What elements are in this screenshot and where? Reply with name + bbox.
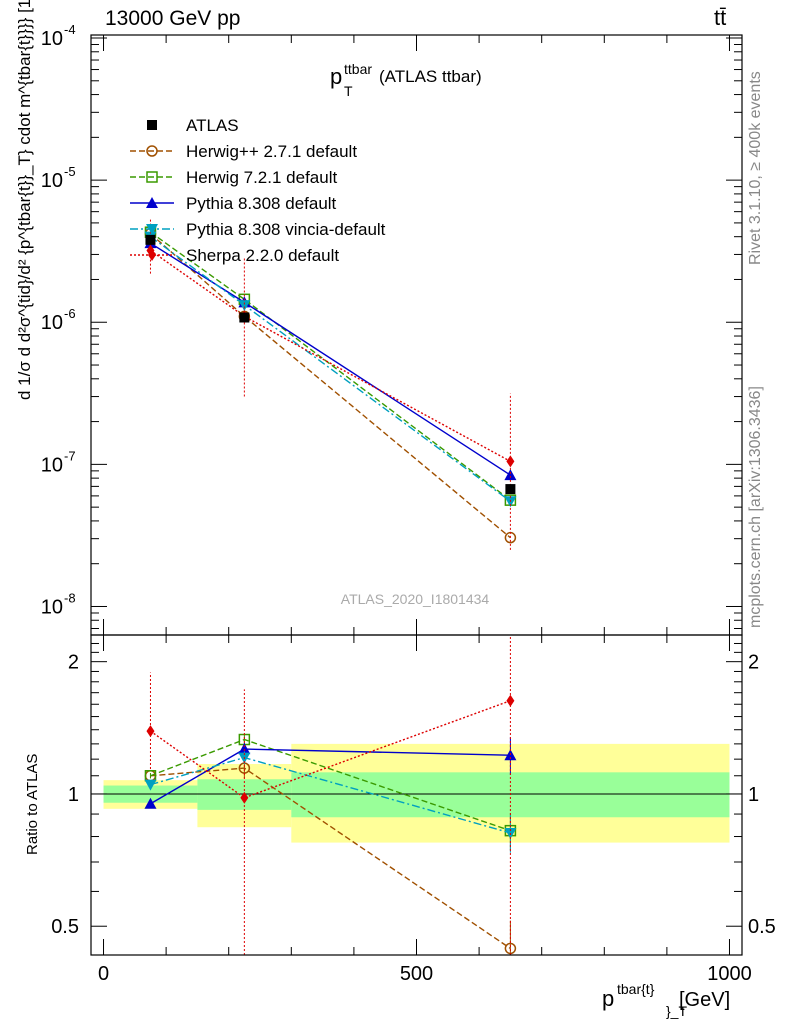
series-layer bbox=[144, 218, 517, 955]
x-axis-label-base: p bbox=[602, 986, 614, 1011]
series-line-main-2 bbox=[150, 231, 511, 501]
y-axis-label-ratio: Ratio to ATLAS bbox=[24, 754, 41, 855]
series-line-main-3 bbox=[150, 242, 511, 476]
point-ratio-5-2 bbox=[506, 694, 515, 707]
legend-marker-3 bbox=[146, 197, 158, 208]
yratio-tick-label-r-1: 1 bbox=[748, 784, 759, 806]
legend-label-1: Herwig++ 2.7.1 default bbox=[186, 142, 357, 161]
legend-marker-5 bbox=[148, 249, 156, 261]
legend-entry-1: Herwig++ 2.7.1 default bbox=[130, 142, 357, 161]
mcplots-label: mcplots.cern.ch [arXiv:1306.3436] bbox=[747, 386, 764, 628]
ymain-tick-exp-4: -4 bbox=[64, 22, 76, 37]
legend-entry-2: Herwig 7.2.1 default bbox=[130, 168, 337, 187]
process-label: tt̄ bbox=[714, 5, 726, 30]
legend-label-4: Pythia 8.308 vincia-default bbox=[186, 220, 386, 239]
legend-marker-2 bbox=[146, 171, 158, 183]
ymain-tick-label-0: 10 bbox=[41, 596, 63, 618]
data-uncertainty-bands bbox=[91, 743, 742, 843]
x-tick-label-2: 1000 bbox=[707, 963, 752, 985]
analysis-watermark: ATLAS_2020_I1801434 bbox=[341, 591, 490, 607]
ymain-tick-exp-1: -7 bbox=[64, 448, 76, 463]
point-main-5-0 bbox=[146, 244, 155, 257]
yratio-tick-label-r-2: 2 bbox=[748, 652, 759, 674]
legend-label-5: Sherpa 2.2.0 default bbox=[186, 246, 339, 265]
legend-label-0: ATLAS bbox=[186, 116, 239, 135]
series-5 bbox=[146, 218, 515, 955]
point-ratio-5-1 bbox=[240, 791, 249, 804]
y-axis-label-main: d 1/σ d d²σ^{tid}/d² {p^{tbar{t}}_T} cdo… bbox=[15, 0, 34, 400]
x-tick-label-0: 0 bbox=[98, 963, 109, 985]
yratio-tick-label-l-2: 2 bbox=[68, 652, 79, 674]
energy-label: 13000 GeV pp bbox=[105, 7, 240, 30]
x-tick-label-1: 500 bbox=[400, 963, 433, 985]
rivet-label: Rivet 3.1.10, ≥ 400k events bbox=[747, 71, 764, 265]
legend-label-3: Pythia 8.308 default bbox=[186, 194, 337, 213]
legend-label-2: Herwig 7.2.1 default bbox=[186, 168, 337, 187]
point-main-0-2 bbox=[505, 484, 516, 495]
series-0 bbox=[145, 234, 516, 495]
plot-title-sup: ttbar bbox=[344, 61, 372, 77]
legend-entry-5: Sherpa 2.2.0 default bbox=[130, 246, 339, 265]
point-main-0-1 bbox=[239, 312, 250, 323]
yratio-tick-label-l-0: 0.5 bbox=[51, 916, 79, 938]
point-main-3-2 bbox=[504, 469, 517, 481]
legend-marker-4 bbox=[146, 224, 158, 235]
ymain-tick-exp-0: -8 bbox=[64, 590, 76, 605]
x-axis-label-sub: }_T bbox=[666, 1003, 687, 1019]
point-main-5-2 bbox=[506, 455, 515, 468]
ymain-tick-label-2: 10 bbox=[41, 312, 63, 334]
ymain-tick-exp-3: -5 bbox=[64, 164, 76, 179]
ymain-tick-label-3: 10 bbox=[41, 170, 63, 192]
series-line-main-1 bbox=[150, 233, 511, 539]
yratio-tick-label-r-0: 0.5 bbox=[748, 916, 776, 938]
plot-title-main: p bbox=[330, 64, 342, 89]
plot-title-sub: T bbox=[344, 83, 353, 99]
legend-marker-0 bbox=[147, 120, 157, 130]
ymain-tick-label-1: 10 bbox=[41, 454, 63, 476]
x-axis-label: p tbar{t} }_T [GeV] bbox=[602, 981, 730, 1019]
series-3 bbox=[144, 237, 517, 809]
series-line-main-5 bbox=[150, 249, 511, 462]
point-ratio-3-0 bbox=[144, 797, 157, 809]
point-ratio-3-1 bbox=[238, 743, 251, 755]
point-ratio-4-0 bbox=[144, 779, 157, 791]
ymain-tick-exp-2: -6 bbox=[64, 306, 76, 321]
plot-title-rest: (ATLAS ttbar) bbox=[379, 67, 482, 86]
legend-entry-3: Pythia 8.308 default bbox=[130, 194, 337, 213]
series-line-main-4 bbox=[150, 236, 511, 502]
legend-entry-0: ATLAS bbox=[147, 116, 239, 135]
legend-marker-1 bbox=[146, 145, 158, 157]
yratio-tick-label-l-1: 1 bbox=[68, 784, 79, 806]
legend: ATLAS Herwig++ 2.7.1 default Herwig 7.2.1 … bbox=[130, 116, 386, 265]
point-main-0-0 bbox=[145, 234, 156, 245]
x-axis-label-unit: [GeV] bbox=[679, 989, 730, 1011]
point-ratio-5-0 bbox=[146, 725, 155, 738]
x-axis-label-sup: tbar{t} bbox=[617, 981, 655, 997]
axes-layer: 10-810-710-610-510 -40.5 0.51 12 20 500 1000 bbox=[41, 22, 776, 985]
plot-title: p ttbar T (ATLAS ttbar) bbox=[330, 61, 482, 99]
ymain-tick-label-4: 10 bbox=[41, 28, 63, 50]
point-main-4-1 bbox=[238, 300, 251, 312]
legend-entry-4: Pythia 8.308 vincia-default bbox=[130, 220, 386, 239]
